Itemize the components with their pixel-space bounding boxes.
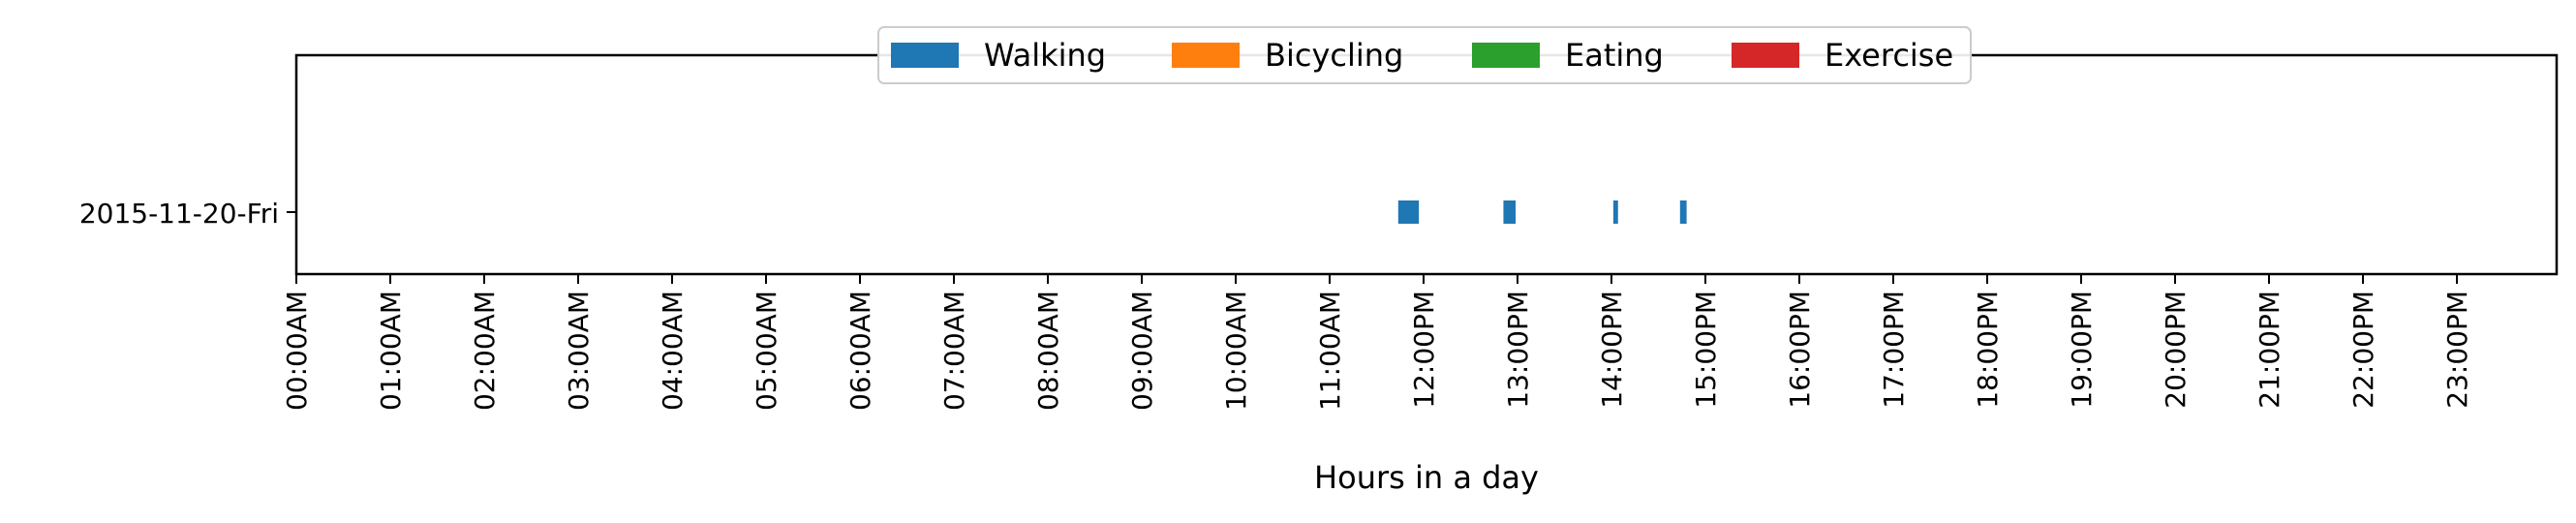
x-tick-label: 12:00PM: [1408, 291, 1440, 409]
x-tick-label: 01:00AM: [375, 291, 407, 411]
legend-label: Exercise: [1825, 37, 1953, 74]
event-bar-walking: [1503, 200, 1517, 224]
x-tick-label: 02:00AM: [469, 291, 501, 411]
event-bar-walking: [1397, 200, 1420, 224]
x-tick-label: 22:00PM: [2347, 291, 2379, 409]
legend-swatch: [1472, 43, 1540, 68]
x-tick-label: 14:00PM: [1596, 291, 1628, 409]
x-tick-label: 21:00PM: [2254, 291, 2285, 409]
x-tick-label: 04:00AM: [657, 291, 689, 411]
legend-item-exercise: Exercise: [1732, 37, 1953, 74]
legend-item-bicycling: Bicycling: [1172, 37, 1403, 74]
legend: Walking Bicycling Eating Exercise: [877, 26, 1972, 84]
legend-frame: [877, 26, 1972, 84]
legend-label: Eating: [1565, 37, 1664, 74]
y-tick-label: 2015-11-20-Fri: [79, 198, 279, 230]
event-bar-walking: [1612, 200, 1618, 224]
x-tick-label: 16:00PM: [1784, 291, 1816, 409]
legend-item-walking: Walking: [891, 37, 1106, 74]
legend-swatch: [1732, 43, 1799, 68]
x-tick-label: 05:00AM: [751, 291, 782, 411]
legend-label: Walking: [984, 37, 1106, 74]
legend-label: Bicycling: [1265, 37, 1403, 74]
x-tick-label: 18:00PM: [1972, 291, 2004, 409]
x-tick-label: 17:00PM: [1878, 291, 1910, 409]
legend-item-eating: Eating: [1472, 37, 1664, 74]
x-tick-label: 00:00AM: [281, 291, 313, 411]
x-tick-label: 09:00AM: [1126, 291, 1158, 411]
x-tick-label: 03:00AM: [563, 291, 595, 411]
x-tick-label: 10:00AM: [1220, 291, 1252, 411]
plot-area: [294, 53, 2559, 276]
event-bar-walking: [1679, 200, 1687, 224]
legend-swatch: [891, 43, 959, 68]
x-tick-label: 08:00AM: [1032, 291, 1064, 411]
x-tick-label: 19:00PM: [2066, 291, 2098, 409]
legend-swatch: [1172, 43, 1240, 68]
x-tick-label: 20:00PM: [2160, 291, 2192, 409]
x-axis: 00:00AM 01:00AM 02:00AM 03:00AM 04:00AM 05:00…: [281, 274, 2473, 411]
x-tick-label: 07:00AM: [938, 291, 970, 411]
events-layer: [1397, 200, 1687, 224]
x-tick-label: 13:00PM: [1502, 291, 1534, 409]
x-tick-label: 23:00PM: [2441, 291, 2473, 409]
x-axis-label: Hours in a day: [1314, 459, 1539, 496]
x-tick-label: 11:00AM: [1314, 291, 1346, 411]
x-tick-label: 06:00AM: [844, 291, 876, 411]
y-axis: 2015-11-20-Fri: [79, 198, 296, 230]
x-tick-label: 15:00PM: [1690, 291, 1722, 409]
